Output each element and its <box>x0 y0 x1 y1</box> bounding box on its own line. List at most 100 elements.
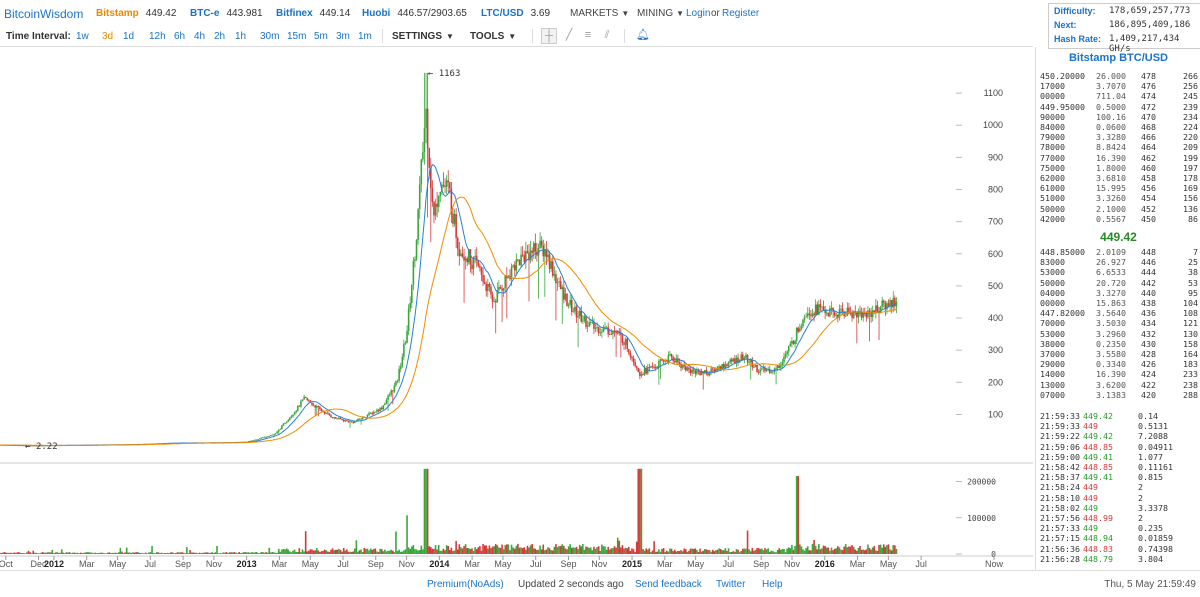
interval-1m[interactable]: 1m <box>358 31 372 42</box>
ask-row[interactable]: 90000 100.16 470 234 <box>1040 112 1198 122</box>
bid-row[interactable]: 447.82000 3.5640 436 108 <box>1040 308 1198 318</box>
candle-body <box>528 252 530 261</box>
interval-15m[interactable]: 15m <box>287 31 307 42</box>
bid-row[interactable]: 38000 0.2350 430 158 <box>1040 339 1198 349</box>
volume-bar <box>289 551 291 554</box>
ask-row[interactable]: 62000 3.6810 458 178 <box>1040 173 1198 183</box>
ask-row[interactable]: 78000 8.8424 464 209 <box>1040 142 1198 152</box>
top-bar: BitcoinWisdom Bitstamp 449.42 BTC-e 443.98… <box>0 0 1045 26</box>
candle-body <box>556 282 559 284</box>
volume-bar <box>384 549 386 554</box>
bid-row[interactable]: 00000 15.863 438 104 <box>1040 298 1198 308</box>
ask-row[interactable]: 50000 2.1000 452 136 <box>1040 204 1198 214</box>
help-link[interactable]: Help <box>762 579 783 590</box>
volume-bar <box>542 544 545 554</box>
crosshair-icon[interactable]: ┼ <box>541 28 557 44</box>
bid-row[interactable]: 50000 20.720 442 53 <box>1040 278 1198 288</box>
volume-bar <box>157 552 160 554</box>
volume-bar <box>854 549 857 554</box>
price-chart-svg[interactable]: 100 200 300 400 500 600 700 800 900 1000 1100 0 1000… <box>0 47 1033 570</box>
fibonacci-icon[interactable]: ⫽ <box>604 29 610 41</box>
interval-1w[interactable]: 1w <box>76 31 89 42</box>
volume-bar <box>5 552 8 554</box>
premium-link[interactable]: Premium(NoAds) <box>427 579 504 590</box>
send-feedback-link[interactable]: Send feedback <box>635 579 702 590</box>
price-chart[interactable]: 100 200 300 400 500 600 700 800 900 1000 1100 0 1000… <box>0 47 1033 570</box>
interval-3m[interactable]: 3m <box>336 31 350 42</box>
volume-bar <box>377 552 380 554</box>
bid-row[interactable]: 37000 3.5580 428 164 <box>1040 349 1198 359</box>
volume-bar <box>653 541 655 554</box>
alert-bell-icon[interactable]: 🔔︎ <box>636 29 650 41</box>
interval-4h[interactable]: 4h <box>194 31 206 42</box>
tools-menu[interactable]: TOOLS ▼ <box>470 31 516 42</box>
candle-body <box>772 371 774 373</box>
ask-row[interactable]: 450.20000 26.000 478 266 <box>1040 71 1198 81</box>
ask-row[interactable]: 449.95000 0.5000 472 239 <box>1040 102 1198 112</box>
ticker-bitfinex[interactable]: Bitfinex 449.14 <box>276 8 350 19</box>
trade-row: 21:58:02 449 3.3378 <box>1040 503 1173 513</box>
interval-2h[interactable]: 2h <box>214 31 226 42</box>
ask-row[interactable]: 75000 1.8000 460 197 <box>1040 163 1198 173</box>
bid-row[interactable]: 70000 3.5030 434 121 <box>1040 318 1198 328</box>
markets-menu[interactable]: MARKETS ▼ <box>570 8 629 19</box>
bid-row[interactable]: 29000 0.3340 426 183 <box>1040 359 1198 369</box>
order-total: 233 <box>1183 369 1198 380</box>
volume-bar <box>851 545 853 554</box>
ticker-ltcusd[interactable]: LTC/USD 3.69 <box>481 8 550 19</box>
interval-3d[interactable]: 3d <box>102 31 114 42</box>
interval-6h[interactable]: 6h <box>174 31 186 42</box>
bid-row[interactable]: 83000 26.927 446 25 <box>1040 257 1198 267</box>
twitter-link[interactable]: Twitter <box>716 579 746 590</box>
ask-row[interactable]: 17000 3.7070 476 256 <box>1040 81 1198 91</box>
candle-body <box>384 403 386 406</box>
ask-row[interactable]: 61000 15.995 456 169 <box>1040 183 1198 193</box>
ask-row[interactable]: 77000 16.390 462 199 <box>1040 153 1198 163</box>
ticker-btce[interactable]: BTC-e 443.981 <box>190 8 263 19</box>
candle-body <box>358 418 361 420</box>
volume-bar <box>353 548 356 554</box>
volume-bar <box>19 552 22 554</box>
bid-row[interactable]: 14000 16.390 424 233 <box>1040 369 1198 379</box>
interval-30m[interactable]: 30m <box>260 31 280 42</box>
volume-bar <box>43 552 46 554</box>
line-tool-icon[interactable]: ╱ <box>565 29 573 41</box>
volume-bar <box>176 552 179 554</box>
bid-row[interactable]: 13000 3.6200 422 238 <box>1040 380 1198 390</box>
ask-row[interactable]: 00000 711.04 474 245 <box>1040 91 1198 101</box>
candle-body <box>523 255 526 262</box>
ask-row[interactable]: 42000 0.5567 450 86 <box>1040 214 1198 224</box>
bid-row[interactable]: 448.85000 2.0109 448 7 <box>1040 247 1198 257</box>
bid-row[interactable]: 53000 6.6533 444 38 <box>1040 267 1198 277</box>
interval-1h[interactable]: 1h <box>235 31 247 42</box>
bid-row[interactable]: 07000 3.1383 420 288 <box>1040 390 1198 400</box>
settings-menu[interactable]: SETTINGS ▼ <box>392 31 454 42</box>
ask-row[interactable]: 84000 0.0600 468 224 <box>1040 122 1198 132</box>
mining-menu[interactable]: MINING ▼ <box>637 8 684 19</box>
parallel-lines-icon[interactable]: ≡ <box>584 29 592 41</box>
login-link[interactable]: Login <box>686 8 711 19</box>
candle-body <box>517 259 519 261</box>
ticker-bitstamp[interactable]: Bitstamp 449.42 <box>96 8 176 19</box>
volume-bar <box>768 552 771 554</box>
ask-row[interactable]: 51000 3.3260 454 156 <box>1040 193 1198 203</box>
order-level: 470 <box>1141 111 1156 122</box>
volume-bar <box>487 548 489 554</box>
volume-bar <box>365 548 367 554</box>
bid-row[interactable]: 53000 3.2960 432 130 <box>1040 329 1198 339</box>
register-link[interactable]: Register <box>722 8 760 19</box>
bid-row[interactable]: 04000 3.3270 440 95 <box>1040 288 1198 298</box>
interval-5m[interactable]: 5m <box>314 31 328 42</box>
candle-body <box>726 364 728 366</box>
ticker-huobi[interactable]: Huobi 446.57/2903.65 <box>362 8 467 19</box>
ask-row[interactable]: 79000 3.3280 466 220 <box>1040 132 1198 142</box>
order-total: 238 <box>1183 379 1198 390</box>
candle-body <box>333 417 335 419</box>
site-logo[interactable]: BitcoinWisdom <box>4 7 84 21</box>
volume-bar <box>480 550 483 554</box>
order-price: 84000 <box>1040 122 1065 133</box>
volume-bar <box>816 549 819 554</box>
interval-12h[interactable]: 12h <box>149 31 166 42</box>
interval-1d[interactable]: 1d <box>123 31 135 42</box>
candle-body <box>844 315 847 317</box>
